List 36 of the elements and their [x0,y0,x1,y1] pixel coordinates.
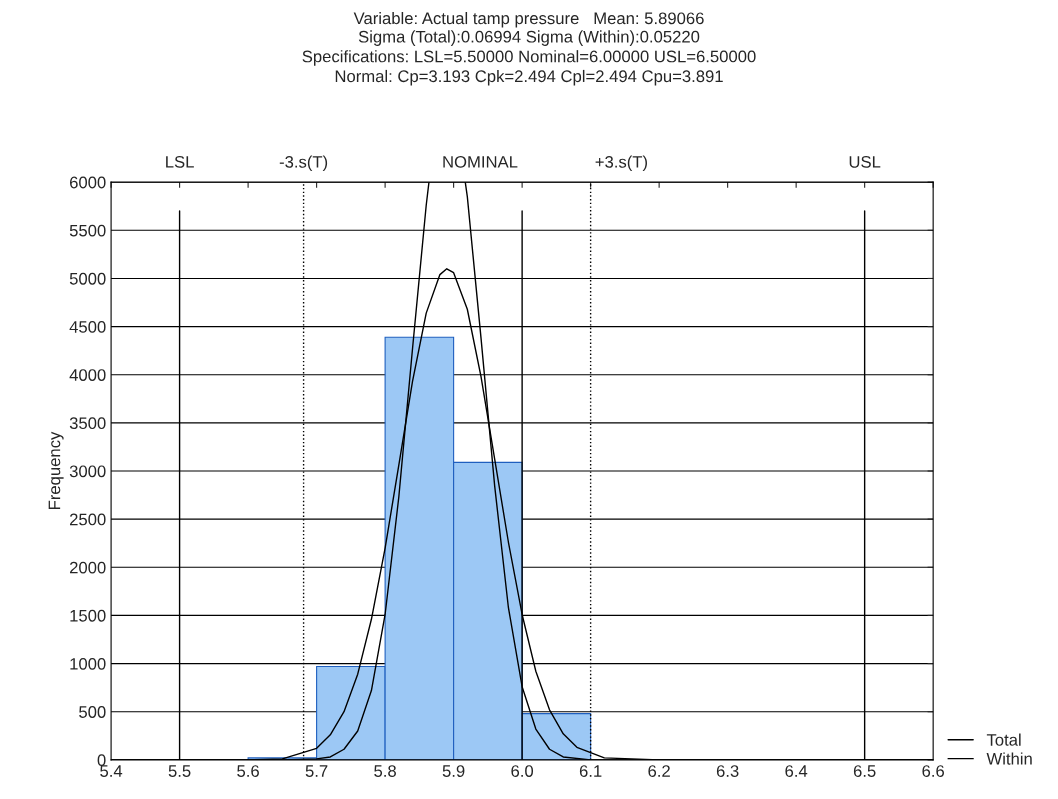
y-tick-label: 3500 [69,417,106,430]
x-tick-label: 5.5 [168,765,191,777]
y-tick-label: 6000 [70,176,106,189]
legend-label: Within [986,752,1032,765]
y-tick-label: 4000 [69,369,106,381]
y-tick-label: 3000 [69,465,106,478]
y-tick-label: 1500 [70,609,106,622]
x-tick-label: 6.6 [922,765,945,777]
chart-title: Variable: Actual tamp pressure Mean: 5.89066 [353,11,704,28]
chart-subtitle: Sigma (Total):0.06994 Sigma (Within):0.05220 Specifications: LSL=5.50000 Nominal=6.00000 USL=6.50000 Normal: Cp=3.193 Cpk=2.494 Cpl=2.494 Cpu=3.891 [302,30,756,86]
y-tick-label: 2000 [69,561,106,574]
x-tick-label: 6.1 [579,765,602,777]
y-tick-label: 1000 [70,657,106,670]
x-tick-label: 5.7 [305,765,328,777]
x-tick-label: 6.5 [853,765,876,777]
x-tick-label: 6.2 [648,765,670,777]
ref-line-label: +3.s(T) [595,155,648,172]
legend-label: Total [986,733,1021,746]
y-tick-label: 500 [79,706,106,718]
y-tick-label: 5000 [69,272,106,285]
y-tick-label: 5500 [69,224,106,237]
x-tick-label: 5.9 [442,765,465,777]
ref-line-label: NOMINAL [443,155,518,168]
x-tick-label: 6.3 [716,765,739,777]
ref-line-label: LSL [166,155,194,168]
x-tick-label: 5.8 [374,765,396,777]
y-tick-label: 4500 [69,320,106,333]
x-tick-label: 6.0 [511,765,534,777]
ref-line-label: USL [849,155,881,168]
x-tick-label: 5.4 [100,765,123,777]
y-tick-label: 2500 [69,513,106,526]
y-axis-title: Frequency [48,431,64,510]
x-tick-label: 6.4 [785,765,808,777]
x-tick-label: 5.6 [237,765,259,777]
y-tick-label: 0 [97,754,106,767]
ref-line-label: -3.s(T) [279,155,328,172]
